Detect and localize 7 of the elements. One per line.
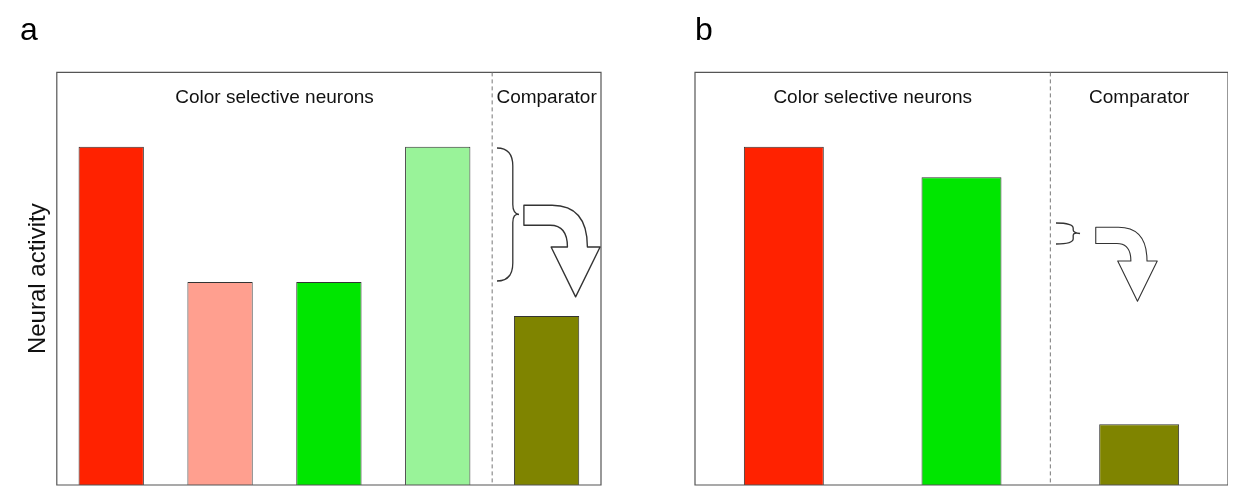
text: Color selective neurons: [773, 85, 972, 107]
text: Comparator: [1089, 85, 1190, 107]
text: Color selective neurons: [175, 85, 374, 107]
text: Comparator: [496, 85, 598, 107]
y-axis-title: Neural activity: [23, 203, 51, 355]
chart-title: b: [695, 11, 713, 48]
chart-title: a: [20, 11, 38, 48]
